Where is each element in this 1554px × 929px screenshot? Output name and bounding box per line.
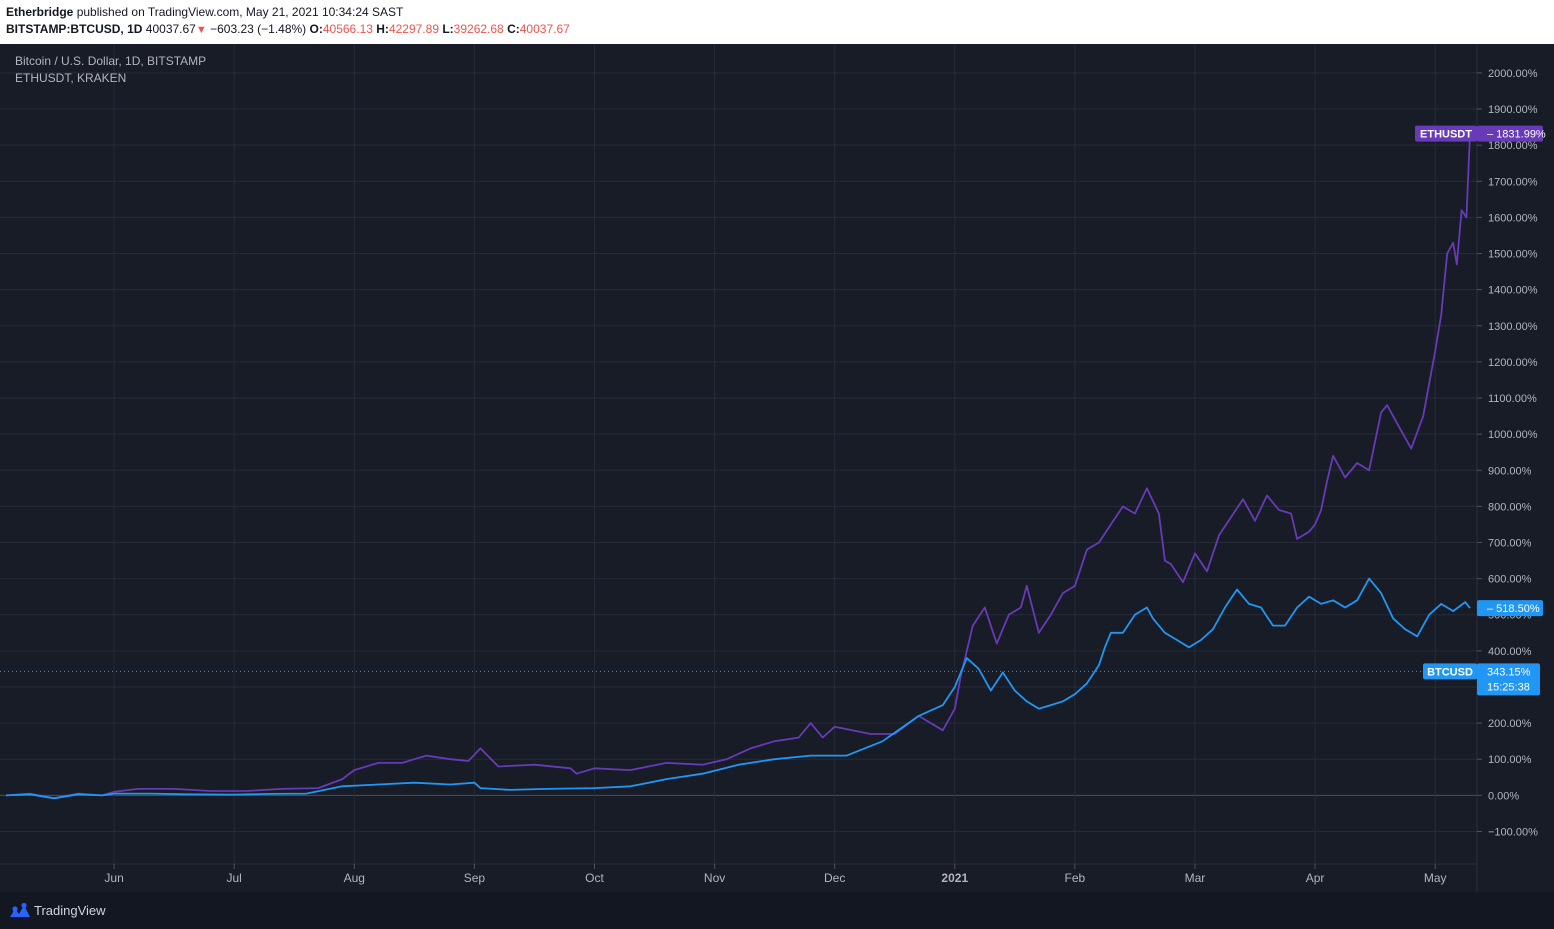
- y-tick-label: 800.00%: [1488, 501, 1532, 513]
- close-value: 40037.67: [519, 22, 570, 36]
- x-tick-label: Oct: [585, 871, 604, 885]
- y-tick-label: 100.00%: [1488, 754, 1532, 766]
- eth-last-value-label-box: [1477, 125, 1543, 142]
- low-value: 39262.68: [453, 22, 504, 36]
- high-value: 42297.89: [388, 22, 439, 36]
- btc-price-label-box: [1477, 663, 1540, 696]
- btc-last-value-label-text: – 518.50%: [1487, 603, 1540, 615]
- series-line-ethusdt[interactable]: [5, 133, 1471, 800]
- x-tick-label: Jun: [104, 871, 123, 885]
- eth-name-tag-text: ETHUSDT: [1420, 129, 1472, 141]
- legend-main-series[interactable]: Bitcoin / U.S. Dollar, 1D, BITSTAMP: [15, 54, 207, 68]
- x-tick-label: Nov: [704, 871, 725, 885]
- btc-name-tag-box: [1423, 663, 1477, 680]
- y-tick-label: 2000.00%: [1488, 68, 1538, 80]
- tradingview-brand[interactable]: TradingView: [34, 903, 106, 918]
- y-tick-label: 1500.00%: [1488, 249, 1538, 261]
- high-label: H:: [376, 22, 389, 36]
- btc-last-value-label-box: [1477, 600, 1543, 617]
- chart-svg[interactable]: 2000.00% 1900.00% 1800.00% 1700.00% 1600.00%…: [0, 44, 1554, 892]
- series-line-btcusd[interactable]: [5, 577, 1471, 800]
- x-tick-label: Feb: [1065, 871, 1086, 885]
- y-tick-label: 1700.00%: [1488, 176, 1538, 188]
- btc-name-tag-text: BTCUSD: [1427, 666, 1473, 678]
- publish-header: Etherbridge published on TradingView.com…: [0, 0, 1554, 44]
- x-tick-label: Mar: [1185, 871, 1206, 885]
- y-tick-label: 1200.00%: [1488, 357, 1538, 369]
- close-label: C:: [507, 22, 520, 36]
- ohlc-line: BITSTAMP:BTCUSD, 1D 40037.67▼ −603.23 (−…: [6, 22, 570, 36]
- btc-countdown-text: 15:25:38: [1487, 681, 1530, 693]
- last-price: 40037.67: [145, 22, 196, 36]
- author-name[interactable]: Etherbridge: [6, 5, 74, 19]
- chart-area[interactable]: 2000.00% 1900.00% 1800.00% 1700.00% 1600.00%…: [0, 44, 1554, 892]
- series-lines: [5, 133, 1471, 800]
- x-tick-label: 2021: [941, 871, 968, 885]
- chart-legend: Bitcoin / U.S. Dollar, 1D, BITSTAMP ETHU…: [15, 53, 206, 87]
- x-tick-label: Jul: [227, 871, 242, 885]
- symbol-label: BITSTAMP:BTCUSD, 1D: [6, 22, 143, 36]
- y-tick-label: 600.00%: [1488, 574, 1532, 586]
- x-tick-label: Aug: [344, 871, 365, 885]
- x-tick-label: May: [1424, 871, 1447, 885]
- y-tick-label: 1600.00%: [1488, 212, 1538, 224]
- y-tick-label: 400.00%: [1488, 646, 1532, 658]
- y-tick-label: 1100.00%: [1488, 393, 1537, 405]
- time-axis[interactable]: Jun Jul Aug Sep Oct Nov Dec 2021 Feb Mar Apr May: [104, 864, 1447, 885]
- y-tick-label: 1900.00%: [1488, 104, 1538, 116]
- grid-lines: [0, 44, 1477, 864]
- price-axis[interactable]: 2000.00% 1900.00% 1800.00% 1700.00% 1600.00%…: [1477, 68, 1538, 839]
- x-tick-label: Dec: [824, 871, 845, 885]
- eth-last-value-label-text: – 1831.99%: [1487, 129, 1546, 141]
- series-labels: – 1831.99% ETHUSDT – 518.50% 343.15% 15:25:3…: [1415, 125, 1546, 696]
- down-arrow-icon: ▼: [195, 24, 207, 36]
- open-value: 40566.13: [322, 22, 373, 36]
- low-label: L:: [442, 22, 454, 36]
- tradingview-logo-icon[interactable]: [8, 902, 32, 920]
- eth-name-tag-box: [1415, 125, 1477, 142]
- open-label: O:: [309, 22, 323, 36]
- y-tick-label: 1300.00%: [1488, 321, 1538, 333]
- price-change: −603.23 (−1.48%): [210, 22, 307, 36]
- publish-line: Etherbridge published on TradingView.com…: [6, 5, 403, 19]
- footer-bar: [0, 892, 1554, 929]
- y-tick-label: 900.00%: [1488, 465, 1532, 477]
- y-tick-label: 0.00%: [1488, 790, 1519, 802]
- published-text: published on TradingView.com, May 21, 20…: [76, 5, 404, 19]
- y-tick-label: 1800.00%: [1488, 140, 1538, 152]
- legend-compare-series[interactable]: ETHUSDT, KRAKEN: [15, 71, 127, 85]
- y-tick-label: 700.00%: [1488, 538, 1532, 550]
- y-tick-label: 1400.00%: [1488, 285, 1538, 297]
- btc-price-label-text: 343.15%: [1487, 666, 1531, 678]
- x-tick-label: Sep: [464, 871, 486, 885]
- x-tick-label: Apr: [1306, 871, 1325, 885]
- y-tick-label: 200.00%: [1488, 718, 1532, 730]
- y-tick-label: 1000.00%: [1488, 429, 1538, 441]
- y-tick-label: −100.00%: [1488, 826, 1538, 838]
